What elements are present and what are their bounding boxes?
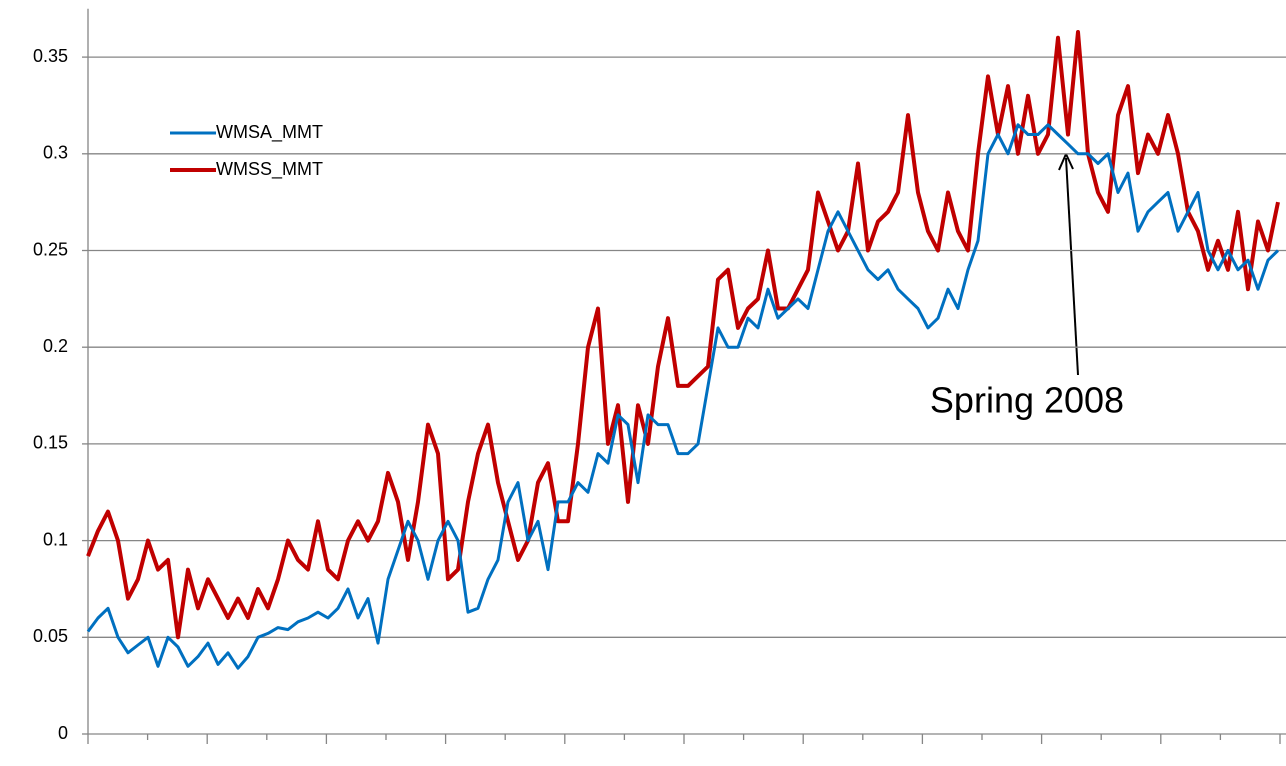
y-tick-label: 0.15 [33, 433, 68, 453]
arrow-head [1058, 153, 1074, 171]
y-tick-label: 0.2 [43, 336, 68, 356]
series-line [86, 123, 1280, 670]
annotation-arrow [1065, 157, 1079, 376]
y-tick-label: 0.1 [43, 529, 68, 549]
y-tick-label: 0 [58, 723, 68, 743]
y-tick-label: 0.3 [43, 143, 68, 163]
annotation: Spring 2008 [930, 380, 1124, 421]
y-tick-label: 0.05 [33, 626, 68, 646]
y-tick-label: 0.35 [33, 46, 68, 66]
legend-label: WMSA_MMT [216, 122, 323, 143]
legend-label: WMSS_MMT [216, 159, 323, 180]
series-line [86, 30, 1280, 640]
y-tick-label: 0.25 [33, 239, 68, 259]
